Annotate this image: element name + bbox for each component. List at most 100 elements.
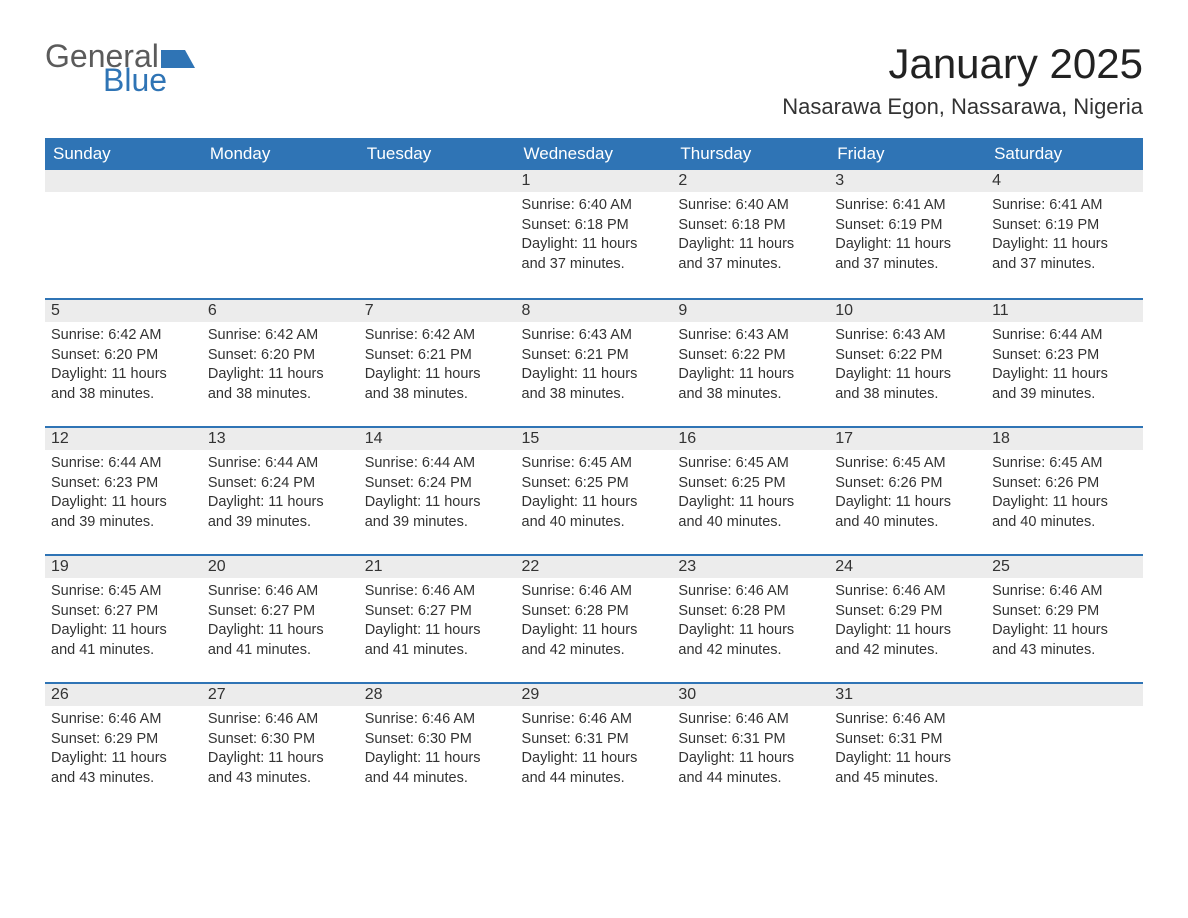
calendar-day-cell: 9Sunrise: 6:43 AMSunset: 6:22 PMDaylight…	[672, 298, 829, 426]
calendar-week-row: 26Sunrise: 6:46 AMSunset: 6:29 PMDayligh…	[45, 682, 1143, 810]
day-details: Sunrise: 6:45 AMSunset: 6:25 PMDaylight:…	[672, 450, 829, 540]
title-block: January 2025 Nasarawa Egon, Nassarawa, N…	[782, 40, 1143, 120]
calendar-day-cell: 28Sunrise: 6:46 AMSunset: 6:30 PMDayligh…	[359, 682, 516, 810]
day-number: 15	[516, 426, 673, 450]
day-details: Sunrise: 6:46 AMSunset: 6:28 PMDaylight:…	[672, 578, 829, 668]
calendar-empty-cell	[359, 170, 516, 298]
day-details: Sunrise: 6:42 AMSunset: 6:21 PMDaylight:…	[359, 322, 516, 412]
day-number: 20	[202, 554, 359, 578]
day-number: 12	[45, 426, 202, 450]
day-number: 10	[829, 298, 986, 322]
day-number: 18	[986, 426, 1143, 450]
day-number: 2	[672, 170, 829, 192]
day-details: Sunrise: 6:45 AMSunset: 6:25 PMDaylight:…	[516, 450, 673, 540]
calendar-day-cell: 20Sunrise: 6:46 AMSunset: 6:27 PMDayligh…	[202, 554, 359, 682]
day-details: Sunrise: 6:46 AMSunset: 6:31 PMDaylight:…	[516, 706, 673, 796]
calendar-day-cell: 30Sunrise: 6:46 AMSunset: 6:31 PMDayligh…	[672, 682, 829, 810]
day-number: 7	[359, 298, 516, 322]
calendar-week-row: 12Sunrise: 6:44 AMSunset: 6:23 PMDayligh…	[45, 426, 1143, 554]
day-number: 22	[516, 554, 673, 578]
empty-day-header	[202, 170, 359, 192]
calendar-day-cell: 22Sunrise: 6:46 AMSunset: 6:28 PMDayligh…	[516, 554, 673, 682]
weekday-header: Saturday	[986, 138, 1143, 170]
calendar-day-cell: 14Sunrise: 6:44 AMSunset: 6:24 PMDayligh…	[359, 426, 516, 554]
day-details: Sunrise: 6:41 AMSunset: 6:19 PMDaylight:…	[829, 192, 986, 282]
day-details: Sunrise: 6:46 AMSunset: 6:28 PMDaylight:…	[516, 578, 673, 668]
day-details: Sunrise: 6:46 AMSunset: 6:31 PMDaylight:…	[829, 706, 986, 796]
calendar-day-cell: 11Sunrise: 6:44 AMSunset: 6:23 PMDayligh…	[986, 298, 1143, 426]
day-number: 28	[359, 682, 516, 706]
day-details: Sunrise: 6:43 AMSunset: 6:21 PMDaylight:…	[516, 322, 673, 412]
calendar-day-cell: 5Sunrise: 6:42 AMSunset: 6:20 PMDaylight…	[45, 298, 202, 426]
calendar-empty-cell	[202, 170, 359, 298]
weekday-header: Thursday	[672, 138, 829, 170]
day-details: Sunrise: 6:40 AMSunset: 6:18 PMDaylight:…	[672, 192, 829, 282]
calendar-day-cell: 12Sunrise: 6:44 AMSunset: 6:23 PMDayligh…	[45, 426, 202, 554]
calendar-day-cell: 1Sunrise: 6:40 AMSunset: 6:18 PMDaylight…	[516, 170, 673, 298]
calendar-week-row: 1Sunrise: 6:40 AMSunset: 6:18 PMDaylight…	[45, 170, 1143, 298]
calendar-table: SundayMondayTuesdayWednesdayThursdayFrid…	[45, 138, 1143, 810]
day-details: Sunrise: 6:44 AMSunset: 6:24 PMDaylight:…	[359, 450, 516, 540]
day-details: Sunrise: 6:46 AMSunset: 6:31 PMDaylight:…	[672, 706, 829, 796]
day-number: 4	[986, 170, 1143, 192]
calendar-day-cell: 13Sunrise: 6:44 AMSunset: 6:24 PMDayligh…	[202, 426, 359, 554]
calendar-day-cell: 2Sunrise: 6:40 AMSunset: 6:18 PMDaylight…	[672, 170, 829, 298]
day-details: Sunrise: 6:46 AMSunset: 6:30 PMDaylight:…	[202, 706, 359, 796]
calendar-day-cell: 24Sunrise: 6:46 AMSunset: 6:29 PMDayligh…	[829, 554, 986, 682]
weekday-header: Wednesday	[516, 138, 673, 170]
day-number: 31	[829, 682, 986, 706]
day-details: Sunrise: 6:40 AMSunset: 6:18 PMDaylight:…	[516, 192, 673, 282]
calendar-day-cell: 25Sunrise: 6:46 AMSunset: 6:29 PMDayligh…	[986, 554, 1143, 682]
day-number: 3	[829, 170, 986, 192]
calendar-week-row: 19Sunrise: 6:45 AMSunset: 6:27 PMDayligh…	[45, 554, 1143, 682]
day-number: 14	[359, 426, 516, 450]
day-details: Sunrise: 6:46 AMSunset: 6:30 PMDaylight:…	[359, 706, 516, 796]
day-details: Sunrise: 6:46 AMSunset: 6:27 PMDaylight:…	[359, 578, 516, 668]
calendar-day-cell: 4Sunrise: 6:41 AMSunset: 6:19 PMDaylight…	[986, 170, 1143, 298]
logo: General Blue	[45, 40, 195, 96]
day-details: Sunrise: 6:46 AMSunset: 6:27 PMDaylight:…	[202, 578, 359, 668]
calendar-day-cell: 29Sunrise: 6:46 AMSunset: 6:31 PMDayligh…	[516, 682, 673, 810]
calendar-day-cell: 6Sunrise: 6:42 AMSunset: 6:20 PMDaylight…	[202, 298, 359, 426]
day-number: 30	[672, 682, 829, 706]
calendar-day-cell: 15Sunrise: 6:45 AMSunset: 6:25 PMDayligh…	[516, 426, 673, 554]
logo-text-blue: Blue	[103, 64, 195, 96]
day-number: 26	[45, 682, 202, 706]
calendar-day-cell: 3Sunrise: 6:41 AMSunset: 6:19 PMDaylight…	[829, 170, 986, 298]
empty-day-header	[45, 170, 202, 192]
day-number: 23	[672, 554, 829, 578]
calendar-day-cell: 27Sunrise: 6:46 AMSunset: 6:30 PMDayligh…	[202, 682, 359, 810]
calendar-day-cell: 21Sunrise: 6:46 AMSunset: 6:27 PMDayligh…	[359, 554, 516, 682]
day-details: Sunrise: 6:46 AMSunset: 6:29 PMDaylight:…	[986, 578, 1143, 668]
day-number: 17	[829, 426, 986, 450]
month-title: January 2025	[782, 40, 1143, 88]
empty-day-header	[986, 682, 1143, 706]
calendar-day-cell: 17Sunrise: 6:45 AMSunset: 6:26 PMDayligh…	[829, 426, 986, 554]
empty-day-header	[359, 170, 516, 192]
page-header: General Blue January 2025 Nasarawa Egon,…	[45, 40, 1143, 120]
weekday-header: Sunday	[45, 138, 202, 170]
location-subtitle: Nasarawa Egon, Nassarawa, Nigeria	[782, 94, 1143, 120]
weekday-header: Friday	[829, 138, 986, 170]
day-number: 9	[672, 298, 829, 322]
day-details: Sunrise: 6:44 AMSunset: 6:23 PMDaylight:…	[986, 322, 1143, 412]
calendar-day-cell: 23Sunrise: 6:46 AMSunset: 6:28 PMDayligh…	[672, 554, 829, 682]
day-details: Sunrise: 6:41 AMSunset: 6:19 PMDaylight:…	[986, 192, 1143, 282]
day-number: 21	[359, 554, 516, 578]
day-details: Sunrise: 6:42 AMSunset: 6:20 PMDaylight:…	[202, 322, 359, 412]
day-details: Sunrise: 6:42 AMSunset: 6:20 PMDaylight:…	[45, 322, 202, 412]
day-details: Sunrise: 6:46 AMSunset: 6:29 PMDaylight:…	[829, 578, 986, 668]
day-number: 16	[672, 426, 829, 450]
calendar-week-row: 5Sunrise: 6:42 AMSunset: 6:20 PMDaylight…	[45, 298, 1143, 426]
day-details: Sunrise: 6:46 AMSunset: 6:29 PMDaylight:…	[45, 706, 202, 796]
day-number: 27	[202, 682, 359, 706]
calendar-day-cell: 16Sunrise: 6:45 AMSunset: 6:25 PMDayligh…	[672, 426, 829, 554]
calendar-day-cell: 10Sunrise: 6:43 AMSunset: 6:22 PMDayligh…	[829, 298, 986, 426]
day-details: Sunrise: 6:45 AMSunset: 6:27 PMDaylight:…	[45, 578, 202, 668]
calendar-day-cell: 8Sunrise: 6:43 AMSunset: 6:21 PMDaylight…	[516, 298, 673, 426]
weekday-header: Monday	[202, 138, 359, 170]
day-number: 8	[516, 298, 673, 322]
calendar-day-cell: 26Sunrise: 6:46 AMSunset: 6:29 PMDayligh…	[45, 682, 202, 810]
day-details: Sunrise: 6:44 AMSunset: 6:23 PMDaylight:…	[45, 450, 202, 540]
day-number: 6	[202, 298, 359, 322]
